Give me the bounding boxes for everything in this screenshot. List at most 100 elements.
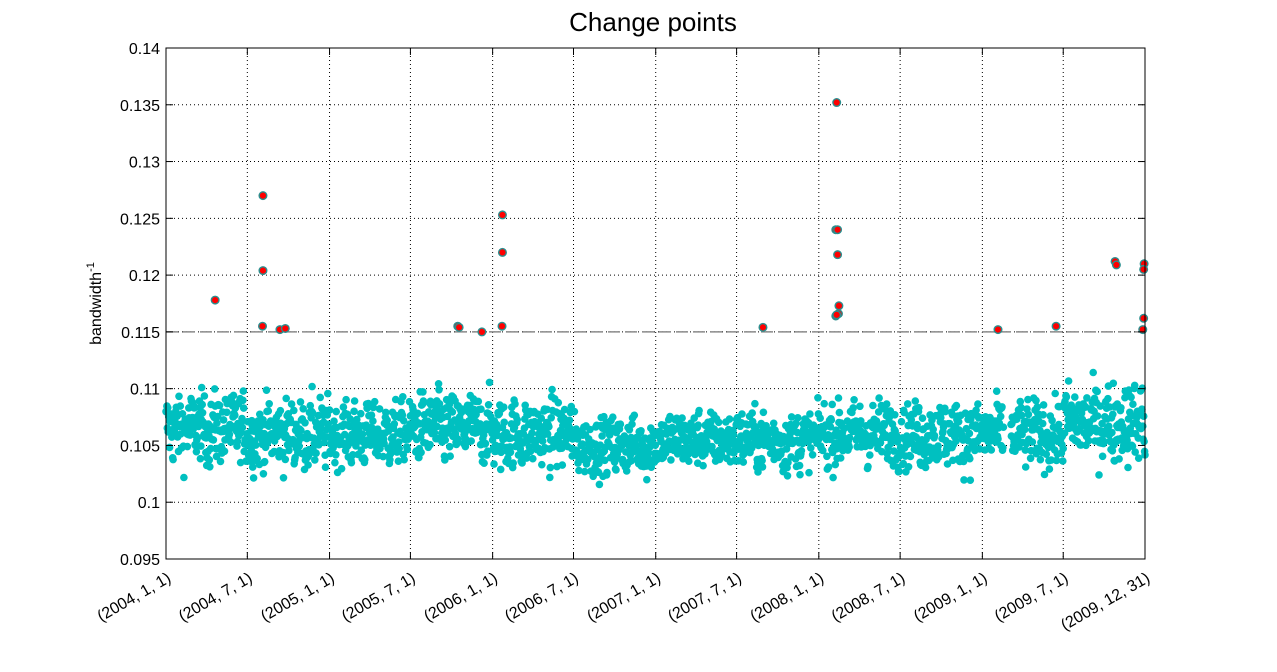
data-point	[835, 408, 844, 417]
data-point	[1084, 436, 1093, 445]
data-point	[966, 476, 975, 485]
data-point	[952, 401, 961, 410]
data-point	[316, 393, 325, 402]
data-point	[807, 444, 815, 452]
data-point	[864, 462, 872, 471]
data-point	[1089, 368, 1097, 377]
data-point	[497, 448, 505, 457]
x-tick-label: (2004, 1, 1)	[95, 570, 174, 626]
data-point	[784, 458, 792, 467]
data-point	[605, 431, 614, 439]
data-point	[729, 430, 738, 439]
data-point	[287, 400, 296, 408]
data-point	[1115, 455, 1123, 463]
data-point	[1064, 377, 1073, 385]
data-point	[546, 463, 555, 472]
data-point	[754, 468, 762, 476]
y-axis-label-main: bandwidth	[88, 272, 105, 345]
data-point	[996, 412, 1005, 421]
data-point	[849, 404, 857, 412]
data-point	[1108, 428, 1116, 437]
data-point	[954, 417, 963, 426]
data-point	[279, 474, 288, 482]
x-tick-label: (2006, 1, 1)	[421, 570, 500, 626]
data-point	[930, 431, 939, 440]
data-point	[308, 409, 317, 417]
data-point	[493, 431, 502, 440]
data-point	[667, 456, 675, 464]
data-point	[529, 454, 537, 463]
data-point	[603, 468, 611, 477]
change-point	[497, 210, 507, 220]
data-point	[248, 463, 257, 471]
data-point	[595, 480, 604, 489]
data-point	[834, 394, 843, 402]
data-point	[547, 414, 555, 422]
data-point	[829, 473, 837, 482]
data-point	[1021, 425, 1029, 434]
data-point	[1130, 381, 1139, 390]
data-point	[1016, 397, 1025, 406]
data-point	[446, 452, 455, 461]
data-point	[332, 451, 340, 459]
data-point	[448, 408, 457, 416]
data-point	[417, 448, 425, 457]
data-point	[481, 439, 490, 448]
data-point	[1098, 452, 1107, 461]
data-point	[882, 400, 891, 408]
data-point	[281, 455, 290, 464]
data-point	[1059, 457, 1067, 465]
change-point	[993, 325, 1003, 335]
data-point	[528, 429, 536, 437]
y-tick-label: 0.12	[129, 268, 160, 285]
data-point	[435, 400, 444, 408]
data-point	[1129, 400, 1137, 409]
data-point	[297, 426, 305, 435]
data-point	[1039, 411, 1047, 419]
data-point	[342, 395, 350, 404]
change-point	[833, 225, 843, 235]
change-points	[210, 98, 1149, 337]
data-point	[296, 398, 305, 406]
change-point	[834, 301, 844, 311]
change-point	[1139, 264, 1149, 274]
change-point	[258, 321, 268, 331]
data-point	[972, 406, 980, 415]
data-point	[264, 407, 273, 415]
data-point	[903, 400, 912, 408]
data-point	[637, 427, 645, 435]
data-point	[543, 430, 552, 438]
data-point	[945, 419, 954, 428]
data-point	[1033, 403, 1042, 411]
data-point	[1055, 420, 1063, 429]
data-point	[600, 412, 608, 421]
change-point	[758, 322, 768, 332]
y-tick-label: 0.135	[120, 98, 160, 115]
change-point	[832, 310, 842, 320]
data-point	[484, 401, 493, 409]
data-point	[994, 435, 1002, 443]
data-point	[904, 463, 913, 471]
data-point	[295, 442, 304, 451]
data-point	[580, 467, 589, 476]
change-point	[1051, 321, 1061, 331]
data-point	[238, 414, 246, 423]
data-point	[1051, 389, 1059, 398]
y-axis-label-superscript: -1	[85, 262, 97, 272]
data-point	[1127, 393, 1135, 402]
data-point	[353, 415, 361, 424]
data-point	[1128, 442, 1137, 451]
x-tick-label: (2009, 1, 1)	[911, 570, 990, 626]
x-tick-label: (2007, 7, 1)	[665, 570, 744, 626]
data-point	[483, 447, 492, 456]
data-point	[358, 430, 367, 438]
data-point	[474, 397, 483, 406]
data-point	[186, 431, 194, 439]
data-point	[227, 438, 235, 446]
x-tick-label: (2004, 7, 1)	[176, 570, 255, 626]
data-point	[506, 448, 515, 457]
data-point	[1021, 446, 1030, 454]
data-point	[1045, 465, 1054, 473]
data-point	[651, 441, 660, 450]
